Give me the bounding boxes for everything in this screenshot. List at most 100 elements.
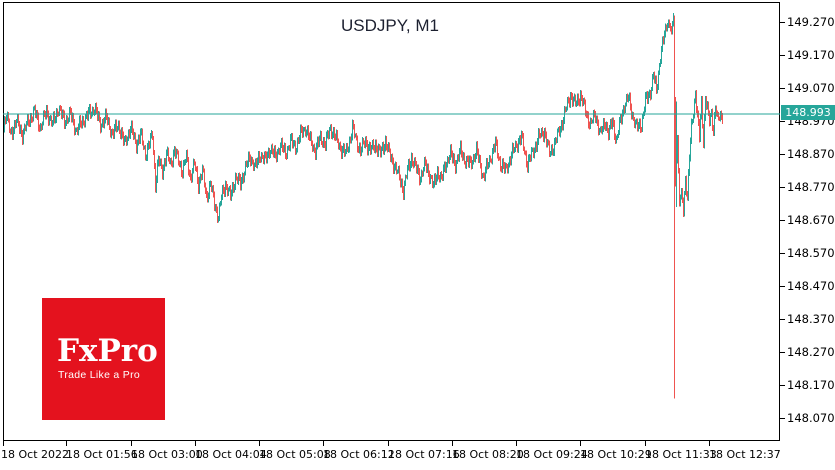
y-tick-label: 148.470 [787, 279, 835, 293]
candle [712, 108, 713, 132]
candle [398, 166, 399, 174]
candle [59, 105, 60, 116]
candle [49, 116, 50, 126]
candle [56, 108, 57, 123]
candle [173, 149, 174, 168]
current-price-badge: 148.993 [781, 105, 835, 120]
candle [709, 110, 710, 127]
candle [272, 143, 273, 155]
candle [265, 151, 266, 159]
candle [645, 92, 646, 113]
y-tick-label: 148.370 [787, 312, 835, 326]
candle [523, 133, 524, 151]
candle [536, 141, 537, 152]
candle [328, 130, 329, 140]
candle [12, 126, 13, 141]
candle [540, 132, 541, 139]
candle [399, 165, 400, 181]
candle [486, 157, 487, 174]
candle [424, 156, 425, 172]
candle [31, 113, 32, 123]
candle [364, 140, 365, 148]
candle [165, 158, 166, 167]
candle [590, 117, 591, 129]
candle [671, 26, 672, 35]
candle [204, 168, 205, 188]
candle [606, 121, 607, 131]
candle [147, 143, 148, 162]
candle [382, 142, 383, 152]
candle [264, 151, 265, 165]
candle [163, 164, 164, 181]
candle [119, 120, 120, 135]
candle [200, 173, 201, 184]
candle [466, 156, 467, 169]
candle [288, 145, 289, 151]
candle [562, 119, 563, 131]
candle [80, 115, 81, 128]
candle [79, 115, 80, 130]
candle [10, 128, 11, 135]
candle [626, 94, 627, 107]
y-axis[interactable]: 149.270149.170149.070148.970148.870148.7… [780, 15, 835, 425]
candle [277, 149, 278, 163]
candle [718, 112, 719, 121]
candle [543, 131, 544, 142]
candle [269, 148, 270, 159]
candle [428, 163, 429, 178]
candle [208, 192, 209, 203]
candle [355, 133, 356, 138]
candle [541, 127, 542, 138]
candle [546, 131, 547, 148]
candle [551, 144, 552, 156]
candle [433, 181, 434, 189]
candle [512, 142, 513, 159]
candle [716, 105, 717, 117]
candle [394, 163, 395, 174]
y-tick-label: 149.070 [787, 81, 835, 95]
candle [34, 105, 35, 111]
candle [436, 174, 437, 185]
candle [447, 156, 448, 168]
candle [133, 128, 134, 141]
candle [76, 127, 77, 132]
candle [282, 137, 283, 152]
candle [493, 144, 494, 154]
candle [490, 155, 491, 163]
candle [567, 97, 568, 111]
candle [117, 125, 118, 133]
candle [344, 143, 345, 158]
fxpro-logo: FxPro Trade Like a Pro [42, 298, 165, 420]
candle [11, 127, 12, 135]
candle [286, 153, 287, 160]
candle [434, 173, 435, 188]
candle [70, 106, 71, 115]
candle [64, 110, 65, 130]
candle [647, 91, 648, 104]
candle [202, 164, 203, 180]
candle [150, 132, 151, 149]
candle [608, 128, 609, 141]
candle [452, 150, 453, 164]
candle [477, 141, 478, 156]
candle [487, 158, 488, 170]
candle [593, 109, 594, 124]
candle [481, 163, 482, 179]
candle [218, 215, 219, 223]
candle [722, 113, 723, 124]
candle [182, 169, 183, 179]
candle [341, 145, 342, 159]
candle [715, 105, 716, 120]
candle [535, 141, 536, 154]
candle [483, 172, 484, 179]
candle [482, 173, 483, 179]
candle [71, 108, 72, 123]
candle [713, 124, 714, 136]
candle [331, 123, 332, 139]
candle [86, 111, 87, 120]
candle [615, 133, 616, 145]
candle [183, 159, 184, 179]
candle [641, 126, 642, 133]
candle [289, 144, 290, 151]
